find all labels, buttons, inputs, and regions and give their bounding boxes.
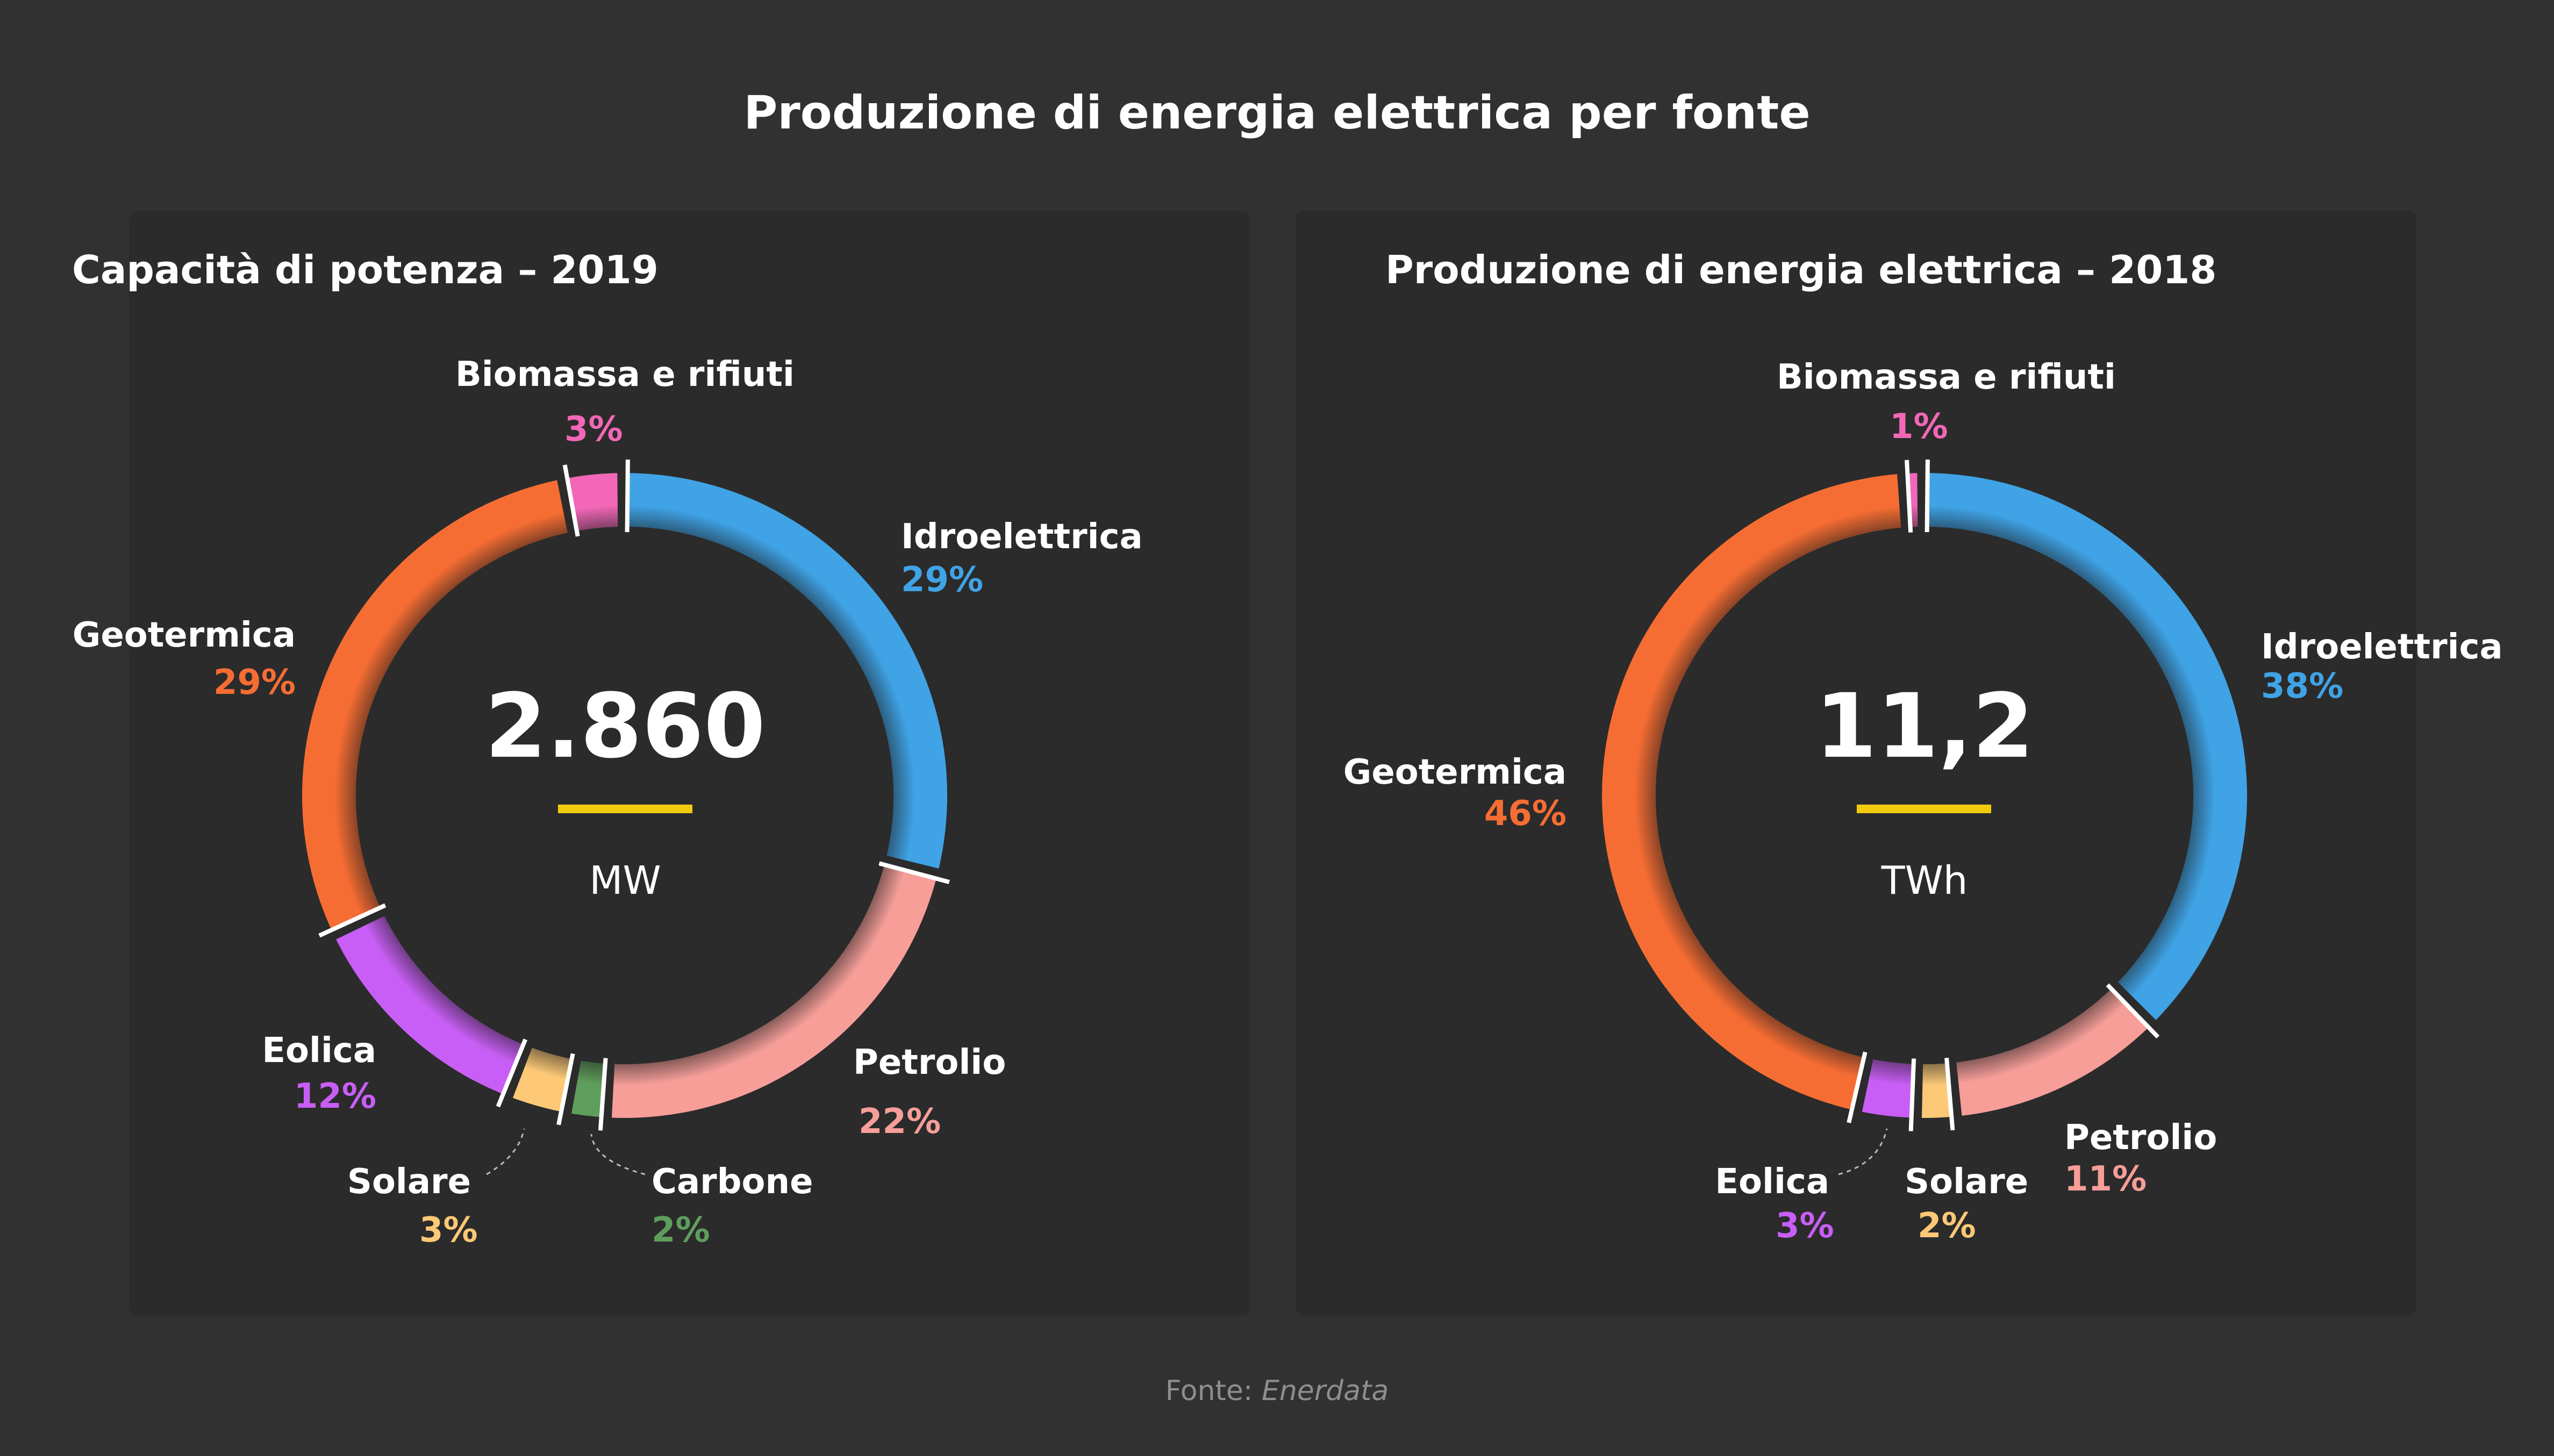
label-biomassa-capacity: Biomassa e rifiuti — [455, 355, 795, 395]
pct-eolica-production: 3% — [1776, 1206, 1834, 1246]
center-unit-production: TWh — [1881, 858, 1968, 903]
slice-separator-capacity-2-0 — [602, 1058, 615, 1131]
slice-separator-production-0-1 — [1925, 459, 1930, 533]
slice-separator-capacity-4-0 — [499, 1039, 534, 1111]
slice-separator-production-2-1 — [1944, 1057, 1955, 1131]
leader-eolica-production — [1838, 1128, 1888, 1175]
slice-separator-capacity-5-1 — [318, 903, 387, 938]
pct-petrolio-capacity: 22% — [859, 1102, 941, 1142]
source-label: Fonte: — [1165, 1375, 1253, 1407]
pct-geotermica-capacity: 29% — [213, 663, 296, 702]
label-idroelettrica-production: Idroelettrica — [2261, 627, 2503, 667]
label-eolica-capacity: Eolica — [262, 1031, 376, 1071]
slice-separator-production-4-1 — [1847, 1051, 1868, 1123]
slice-separator-production-5-0 — [1896, 460, 1910, 533]
slice-separator-capacity-0-1 — [625, 459, 630, 533]
leader-solare-capacity — [486, 1128, 525, 1175]
chart-title-production: Produzione di energia elettrica – 2018 — [1385, 247, 2217, 292]
donut-hole-production — [1656, 527, 2193, 1064]
label-petrolio-capacity: Petrolio — [853, 1043, 1006, 1082]
label-carbone-capacity: Carbone — [652, 1162, 813, 1202]
source-note: Fonte: Enerdata — [0, 1375, 2554, 1407]
pct-carbone-capacity: 2% — [652, 1210, 710, 1250]
label-petrolio-production: Petrolio — [2064, 1118, 2217, 1158]
slice-separator-production-4-0 — [1850, 1052, 1875, 1125]
pct-biomassa-capacity: 3% — [564, 410, 623, 449]
pct-eolica-capacity: 12% — [294, 1077, 376, 1116]
slice-separator-capacity-6-0 — [554, 465, 577, 539]
center-divider-production — [1857, 805, 1991, 813]
pct-solare-production: 2% — [1918, 1206, 1976, 1246]
chart-title-capacity: Capacità di potenza – 2019 — [72, 247, 659, 292]
label-idroelettrica-capacity: Idroelettrica — [901, 517, 1143, 557]
slice-separator-capacity-1-1 — [878, 861, 950, 884]
slice-separator-production-1-1 — [2106, 983, 2160, 1039]
slice-separator-capacity-1-0 — [879, 854, 952, 880]
donut-hole-capacity — [356, 527, 893, 1064]
slice-separator-capacity-5-0 — [320, 906, 390, 945]
pct-geotermica-production: 46% — [1484, 794, 1566, 834]
slice-separator-production-3-1 — [1908, 1058, 1916, 1131]
slice-separator-production-5-1 — [1905, 460, 1913, 533]
page-title: Produzione di energia elettrica per font… — [743, 86, 1811, 140]
slice-separator-capacity-3-1 — [556, 1053, 575, 1125]
center-value-production: 11,2 — [1815, 675, 2034, 778]
pct-solare-capacity: 3% — [419, 1210, 478, 1250]
slice-separator-production-3-0 — [1913, 1058, 1923, 1132]
center-unit-capacity: MW — [589, 858, 661, 903]
label-geotermica-production: Geotermica — [1343, 752, 1566, 792]
pct-petrolio-production: 11% — [2064, 1159, 2147, 1199]
slice-separator-production-0-0 — [1917, 459, 1927, 533]
label-biomassa-production: Biomassa e rifiuti — [1777, 357, 2116, 397]
source-name: Enerdata — [1261, 1375, 1389, 1407]
label-geotermica-capacity: Geotermica — [72, 615, 296, 655]
label-solare-production: Solare — [1905, 1162, 2029, 1202]
label-eolica-production: Eolica — [1715, 1162, 1829, 1202]
slice-separator-production-2-0 — [1947, 1057, 1964, 1130]
leader-carbone-capacity — [590, 1134, 646, 1175]
pct-idroelettrica-capacity: 29% — [901, 560, 984, 600]
slice-separator-capacity-3-0 — [560, 1053, 582, 1127]
center-divider-capacity — [558, 805, 692, 813]
pct-biomassa-production: 1% — [1890, 407, 1948, 447]
slice-separator-capacity-2-1 — [598, 1058, 608, 1131]
slice-separator-capacity-6-1 — [562, 464, 580, 537]
center-value-capacity: 2.860 — [485, 675, 766, 778]
label-solare-capacity: Solare — [347, 1162, 471, 1202]
slice-separator-capacity-4-1 — [496, 1038, 528, 1108]
slice-separator-production-1-0 — [2108, 978, 2166, 1036]
slice-separator-capacity-0-0 — [617, 459, 627, 533]
pct-idroelettrica-production: 38% — [2261, 666, 2344, 706]
